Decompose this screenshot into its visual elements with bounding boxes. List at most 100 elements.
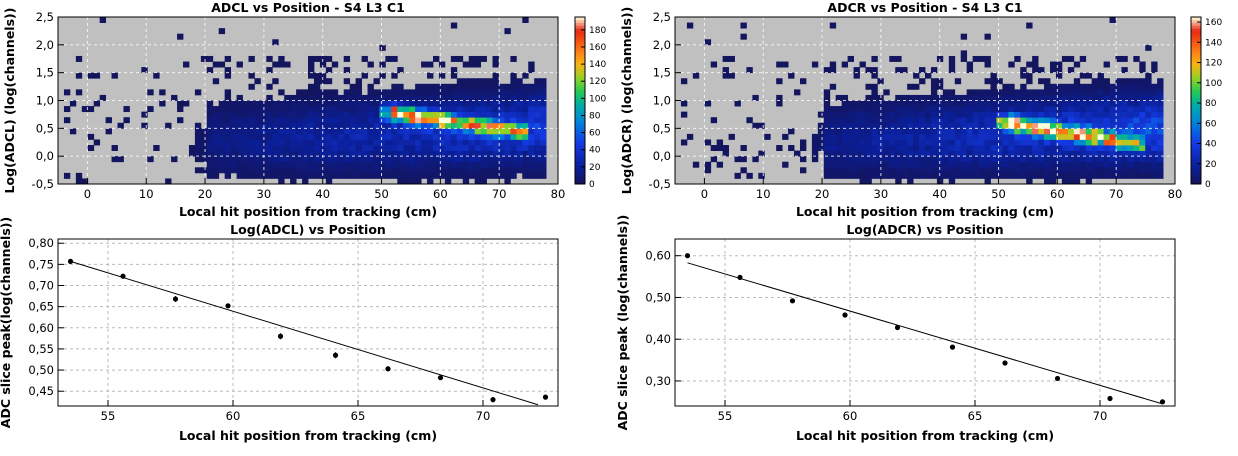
heat-left-bin — [224, 156, 232, 163]
heat-left-color-bar-step — [575, 142, 585, 146]
heat-right-bin — [1032, 167, 1039, 174]
heat-left-bin — [242, 161, 249, 168]
heat-left-bin — [331, 100, 339, 107]
heat-right-bin — [871, 122, 878, 129]
heat-left-bin — [415, 133, 422, 140]
heat-left-bin — [355, 128, 362, 135]
heat-left-bin — [212, 150, 220, 157]
heat-right-bin — [788, 128, 795, 135]
heat-left-color-bar-step — [575, 175, 585, 179]
heat-right-bin — [1079, 172, 1087, 179]
heat-right-bin — [1091, 106, 1099, 113]
heat-left-bin — [337, 117, 345, 124]
heat-right-bin — [1157, 172, 1164, 179]
heat-left-bin — [367, 100, 374, 107]
heat-left-bin — [456, 89, 464, 96]
heat-right-bin — [1061, 167, 1069, 174]
heat-right-bin — [901, 122, 908, 129]
heat-left-bin — [236, 139, 243, 146]
heat-right-bin — [1014, 167, 1021, 174]
heat-right-bin — [972, 167, 979, 174]
heat-left-bin — [248, 106, 255, 113]
heat-right-bin — [1014, 55, 1021, 62]
heat-left-bin — [504, 172, 511, 179]
heat-left-bin — [397, 161, 404, 168]
heat-right-bin — [853, 150, 860, 157]
heat-left-y-tick-label: 0,5 — [36, 121, 54, 135]
heat-left-bin — [438, 122, 446, 129]
heat-right-bin — [823, 167, 831, 174]
heat-left-bin — [290, 94, 297, 101]
heat-right-bin — [972, 145, 979, 151]
heat-right-bin — [1038, 89, 1045, 96]
heat-left-bin — [313, 145, 321, 151]
heat-left-bin — [433, 139, 440, 146]
heat-left-bin — [99, 94, 107, 101]
heat-left-bin — [153, 145, 160, 151]
heat-right-bin — [871, 83, 878, 90]
heat-left-bin — [498, 122, 505, 129]
heat-left-bin — [409, 167, 416, 174]
heat-left-bin — [337, 172, 345, 179]
heat-left-bin — [462, 128, 470, 135]
fit-left-y-tick-label: 0,75 — [28, 257, 54, 271]
heat-right-color-bar-step — [1191, 142, 1201, 146]
heat-right-bin — [865, 100, 872, 107]
heat-left-bin — [290, 117, 297, 124]
heat-right-color-bar-step — [1191, 94, 1201, 99]
heat-left-bin — [272, 111, 279, 118]
heat-left-bin — [528, 67, 535, 74]
heat-right-bin — [889, 167, 896, 174]
heat-right-bin — [1133, 111, 1140, 118]
heat-left-bin — [313, 172, 321, 179]
heat-right-y-axis-label: Log(ADCR) (log(channels)) — [619, 7, 634, 195]
heat-right-bin — [1020, 100, 1027, 107]
heat-left-bin — [367, 83, 374, 90]
heat-left-bin — [248, 122, 255, 129]
heat-left-bin — [284, 117, 291, 124]
heat-left-bin — [284, 161, 291, 168]
heat-right-bin — [966, 94, 974, 101]
heat-right-bin — [978, 117, 985, 124]
heat-right-x-tick-label: 70 — [1109, 187, 1124, 201]
heat-right-bin — [1055, 172, 1063, 179]
heat-right-color-bar-step — [1191, 122, 1201, 127]
fit-left-data-point — [332, 352, 339, 358]
heat-left-bin — [266, 55, 273, 62]
heat-right-bin — [1061, 55, 1069, 62]
heat-right-bin — [1055, 89, 1063, 96]
heat-left-bin — [468, 156, 476, 163]
heat-left-bin — [409, 139, 416, 146]
heat-left-bin — [284, 133, 291, 140]
heat-right-bin — [960, 117, 968, 124]
heat-right-bin — [1020, 161, 1027, 168]
heat-left-bin — [343, 67, 351, 74]
heat-right-bin — [901, 67, 908, 74]
heat-right-bin — [1067, 55, 1075, 62]
heat-left-color-bar-step — [575, 108, 585, 113]
heat-left-bin — [331, 167, 339, 174]
heat-left-bin — [450, 167, 458, 174]
heat-right-bin — [1121, 156, 1128, 163]
heat-left-bin — [409, 111, 416, 118]
heat-right-bin — [1055, 117, 1063, 124]
heat-right-bin — [936, 145, 944, 151]
heat-left-y-axis-label: Log(ADCL) (log(channels)) — [2, 8, 17, 194]
heat-right-bin — [794, 89, 801, 96]
heat-right-bin — [948, 55, 956, 62]
heat-right-bin — [1157, 156, 1164, 163]
heat-right-bin — [859, 106, 866, 113]
heat-right-bin — [907, 122, 914, 129]
heat-left-bin — [444, 122, 452, 129]
fit-left-plot-background — [58, 239, 558, 406]
heat-left-bin — [194, 128, 202, 135]
heat-left-bin — [272, 122, 279, 129]
heat-right-bin — [1085, 150, 1093, 157]
heat-right-bin — [972, 150, 979, 157]
heat-left-bin — [313, 89, 321, 96]
heat-right-bin — [1061, 150, 1069, 157]
heat-left-bin — [206, 100, 214, 107]
heat-right-bin — [925, 161, 932, 168]
heat-left-bin — [474, 172, 482, 179]
heat-left-bin — [534, 100, 541, 107]
